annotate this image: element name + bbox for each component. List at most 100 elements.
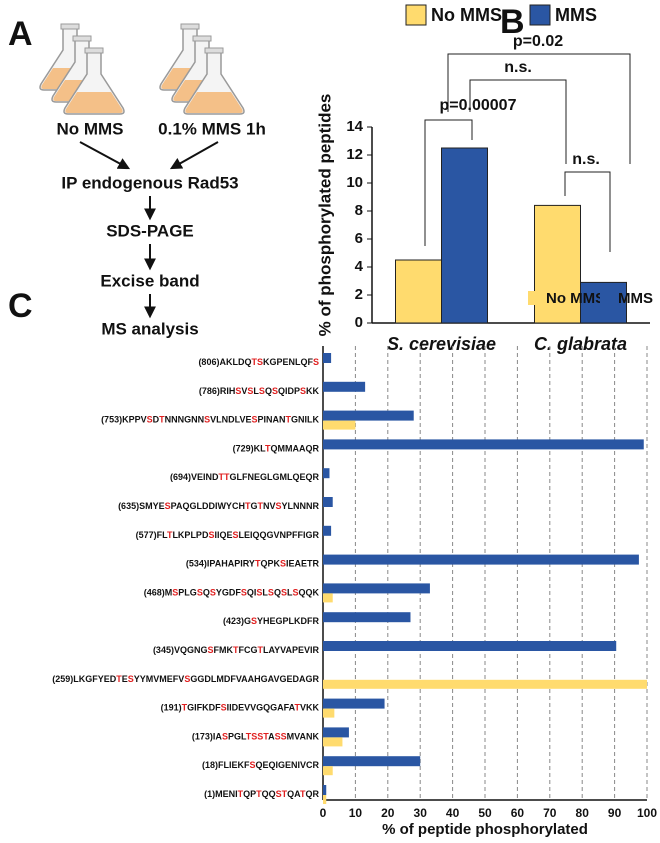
- label-segment: MVANK: [287, 732, 320, 742]
- label-segment: S: [247, 386, 253, 396]
- peptide-label: (635)SMYESPAQGLDDIWYCHTGTNVSYLNNNR: [118, 501, 319, 511]
- annotation: p=0.02: [513, 33, 563, 50]
- label-segment: T: [265, 444, 271, 454]
- label-segment: QEQIGENIVCR: [255, 761, 319, 771]
- label-segment: PINAN: [257, 415, 285, 425]
- label-segment: S: [251, 617, 257, 627]
- label-segment: S: [235, 386, 241, 396]
- brackets: [424, 53, 631, 252]
- label-segment: SS: [275, 732, 287, 742]
- x-tick-label: 0: [320, 806, 327, 820]
- y-tick-label: 2: [355, 286, 363, 303]
- label-segment: PGL: [228, 732, 247, 742]
- label-segment: T: [245, 501, 251, 511]
- label-segment: S: [292, 588, 298, 598]
- y-tick-label: 8: [355, 202, 363, 219]
- peptide-label: (729)KLTQMMAAQR: [233, 444, 320, 454]
- label-segment: (259)LKGFYED: [52, 674, 117, 684]
- bar: [580, 281, 627, 324]
- label-segment: QQK: [298, 588, 319, 598]
- label-segment: S: [251, 415, 257, 425]
- label-segment: (694)VEIND: [170, 473, 219, 483]
- y-tick-label: 12: [346, 146, 363, 163]
- x-tick-label: 50: [478, 806, 492, 820]
- label-segment: Q: [203, 588, 210, 598]
- condition: 0.1% MMS 1h: [158, 119, 266, 138]
- label-segment: S: [313, 357, 319, 367]
- label-segment: S: [268, 588, 274, 598]
- bar: [323, 468, 330, 479]
- legend-swatch: [405, 4, 427, 26]
- label-segment: Q: [265, 386, 272, 396]
- label-segment: S: [147, 415, 153, 425]
- label-segment: IEAETR: [286, 559, 320, 569]
- label-segment: S: [232, 530, 238, 540]
- legend-label: No MMS: [546, 290, 605, 307]
- legend-label: MMS: [555, 5, 597, 25]
- label-segment: TT: [219, 473, 230, 483]
- label-segment: QI: [247, 588, 257, 598]
- label-segment: S: [256, 588, 262, 598]
- label-segment: LEIQQGVNPFFIGR: [238, 530, 319, 540]
- peptide-label: (534)IPAHAPIRYTQPKSIEAETR: [186, 559, 320, 569]
- label-segment: S: [197, 588, 203, 598]
- label-segment: YHEGPLKDFR: [257, 617, 320, 627]
- peptide-label: (18)FLIEKFSQEQIGENIVCR: [202, 761, 320, 771]
- legend-swatch: [529, 4, 551, 26]
- step: IP endogenous Rad53: [61, 173, 238, 192]
- label-segment: (1)MENI: [204, 789, 238, 799]
- bar: [395, 259, 442, 324]
- legend-label: MMS: [618, 290, 653, 307]
- label-segment: S: [165, 501, 171, 511]
- bar: [323, 525, 332, 536]
- label-segment: S: [208, 530, 214, 540]
- legend-swatch: [528, 291, 542, 305]
- label-segment: FMK: [213, 645, 233, 655]
- label-segment: T: [294, 703, 300, 713]
- label-segment: S: [281, 588, 287, 598]
- label-segment: KK: [306, 386, 319, 396]
- label-segment: S: [128, 674, 134, 684]
- label-segment: D: [153, 415, 160, 425]
- bar: [323, 785, 327, 795]
- bar: [323, 381, 366, 392]
- label-segment: QMMAAQR: [271, 444, 320, 454]
- label-segment: S: [275, 501, 281, 511]
- label-segment: (806)AKLDQ: [198, 357, 251, 367]
- label-segment: S: [207, 645, 213, 655]
- peptide-label: (345)VQGNGSFMKTFCGTLAYVAPEVIR: [153, 645, 320, 655]
- label-segment: YYMVMEFV: [134, 674, 185, 684]
- label-segment: S: [272, 386, 278, 396]
- annotation: p=0.00007: [440, 97, 517, 114]
- label-segment: QPK: [260, 559, 280, 569]
- label-segment: NV: [263, 501, 276, 511]
- label-segment: IIDEVVGQGAFA: [227, 703, 296, 713]
- label-segment: T: [257, 645, 263, 655]
- label-segment: QA: [287, 789, 301, 799]
- y-tick-label: 0: [355, 314, 363, 331]
- label-segment: QIDP: [278, 386, 300, 396]
- label-segment: T: [167, 530, 173, 540]
- bar: [441, 147, 488, 324]
- y-axis-title: % of phosphorylated peptides: [315, 94, 334, 337]
- x-tick-label: 60: [511, 806, 525, 820]
- peptide-label: (806)AKLDQTSKGPENLQFS: [198, 357, 319, 367]
- peptide-label: (173)IASPGLTSSTASSMVANK: [192, 732, 320, 742]
- label-segment: GLFNEGLGMLQEQR: [230, 473, 320, 483]
- label-segment: (729)KL: [233, 444, 267, 454]
- bar: [323, 766, 333, 776]
- bar: [323, 708, 335, 718]
- legend-label: No MMS: [431, 5, 502, 25]
- flasks: [39, 23, 245, 115]
- label-segment: T: [233, 645, 239, 655]
- y-tick-label: 14: [346, 118, 363, 135]
- label-segment: G: [250, 501, 257, 511]
- label-segment: S: [300, 386, 306, 396]
- x-tick-label: 90: [608, 806, 622, 820]
- label-segment: V: [241, 386, 247, 396]
- label-segment: S: [259, 386, 265, 396]
- bar: [323, 698, 385, 709]
- label-segment: (191): [161, 703, 182, 713]
- x-tick-label: 40: [446, 806, 460, 820]
- bar: [323, 554, 639, 565]
